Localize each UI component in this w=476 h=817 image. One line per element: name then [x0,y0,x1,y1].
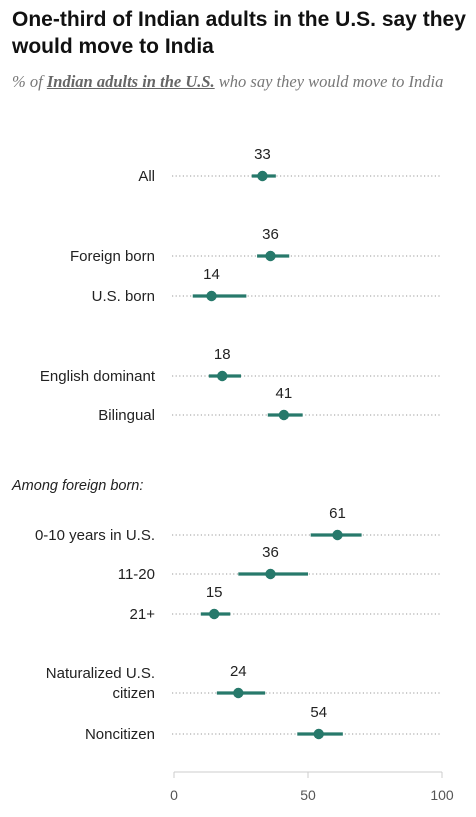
chart-title: One-third of Indian adults in the U.S. s… [12,8,466,58]
data-point [217,370,228,382]
category-label: 11-20 [118,566,155,583]
data-point [265,568,276,580]
value-label: 15 [206,584,223,601]
category-label: Naturalized U.S. [46,665,155,682]
category-label: citizen [112,685,155,702]
value-label: 14 [203,266,220,283]
subtitle-emphasis: Indian adults in the U.S. [46,72,215,91]
subtitle-suffix: who say they would move to India [214,72,444,91]
section-label: Among foreign born: [11,478,143,494]
category-label: English dominant [40,368,156,385]
value-label: 33 [254,146,271,163]
value-label: 54 [310,704,327,721]
data-point [265,250,276,262]
category-label: Bilingual [98,407,155,424]
x-axis-tick-label: 100 [430,787,454,803]
data-point [206,290,217,302]
data-point [332,529,343,541]
data-point [313,728,324,740]
x-axis-tick-label: 0 [170,787,178,803]
data-point [257,170,268,182]
category-label: 0-10 years in U.S. [35,527,155,544]
value-label: 61 [329,505,346,522]
value-label: 24 [230,663,247,680]
category-label: 21+ [130,606,156,623]
chart-subtitle: % of Indian adults in the U.S. who say t… [12,70,462,93]
value-label: 18 [214,346,231,363]
x-axis-tick-label: 50 [300,787,316,803]
value-label: 36 [262,544,279,561]
value-label: 36 [262,226,279,243]
category-label: Foreign born [70,248,155,265]
category-label: U.S. born [92,288,155,305]
category-label: Noncitizen [85,726,155,743]
subtitle-prefix: % of [12,72,47,91]
data-point [209,608,220,620]
category-label: All [138,168,155,185]
data-point [233,687,244,699]
data-point [278,409,290,421]
value-label: 41 [276,385,293,402]
